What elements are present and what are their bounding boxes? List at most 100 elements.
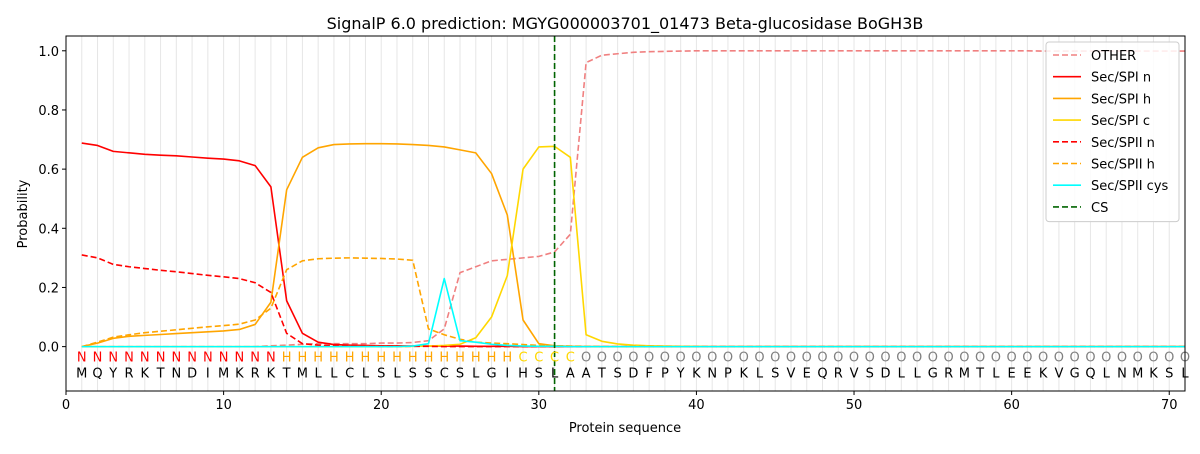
- y-tick-label: 0.0: [38, 341, 59, 356]
- sequence-letter: N: [707, 367, 717, 382]
- legend: OTHER Sec/SPI n Sec/SPI h Sec/SPI c Sec/SPII…: [1045, 41, 1180, 223]
- sequence-letter: H: [518, 367, 528, 382]
- legend-label: OTHER: [1091, 49, 1136, 64]
- sequence-letter: L: [756, 367, 764, 382]
- sequence-layer: NMNQNYNRNKNTNNNDNINMNKNRNKHTHMHLHLHCHLHS…: [76, 350, 1190, 381]
- region-label: O: [707, 350, 717, 365]
- sequence-letter: T: [282, 367, 291, 382]
- x-tick-label: 60: [1003, 398, 1020, 413]
- legend-label: Sec/SPI n: [1091, 71, 1151, 86]
- region-label: O: [943, 350, 953, 365]
- x-tick-label: 40: [688, 398, 705, 413]
- region-label: O: [628, 350, 638, 365]
- region-label: O: [849, 350, 859, 365]
- region-label: O: [1038, 350, 1048, 365]
- sequence-letter: T: [975, 367, 984, 382]
- region-label: N: [93, 350, 103, 365]
- region-label: O: [896, 350, 906, 365]
- legend-box: [1045, 41, 1180, 223]
- sequence-letter: L: [551, 367, 559, 382]
- y-tick-label: 1.0: [38, 45, 59, 60]
- region-label: H: [455, 350, 465, 365]
- chart-title: SignalP 6.0 prediction: MGYG000003701_01…: [327, 14, 924, 34]
- sequence-letter: G: [1070, 367, 1080, 382]
- sequence-letter: E: [803, 367, 811, 382]
- region-label: O: [754, 350, 764, 365]
- sequence-letter: K: [141, 367, 150, 382]
- sequence-letter: L: [898, 367, 906, 382]
- sequence-letter: C: [345, 367, 354, 382]
- sequence-letter: F: [645, 367, 652, 382]
- region-label: O: [1085, 350, 1095, 365]
- region-label: C: [519, 350, 528, 365]
- sequence-letter: L: [393, 367, 401, 382]
- y-tick-label: 0.8: [38, 104, 59, 119]
- region-label: O: [833, 350, 843, 365]
- series-layer: [81, 36, 1185, 391]
- sequence-letter: G: [928, 367, 938, 382]
- region-label: N: [187, 350, 197, 365]
- region-label: N: [124, 350, 134, 365]
- region-label: O: [802, 350, 812, 365]
- region-label: N: [219, 350, 229, 365]
- region-label: H: [376, 350, 386, 365]
- region-label: O: [1148, 350, 1158, 365]
- sequence-letter: R: [125, 367, 134, 382]
- sequence-letter: D: [881, 367, 891, 382]
- region-label: H: [487, 350, 497, 365]
- region-label: O: [1117, 350, 1127, 365]
- region-label: N: [140, 350, 150, 365]
- sequence-letter: R: [251, 367, 260, 382]
- sequence-letter: Q: [1085, 367, 1095, 382]
- region-label: C: [534, 350, 543, 365]
- region-label: N: [266, 350, 276, 365]
- region-label: H: [471, 350, 481, 365]
- sequence-letter: Y: [676, 367, 685, 382]
- region-label: O: [912, 350, 922, 365]
- region-label: H: [392, 350, 402, 365]
- region-label: H: [329, 350, 339, 365]
- series-line-sec-spii-cys: [81, 277, 1185, 348]
- sequence-letter: L: [315, 367, 323, 382]
- sequence-letter: Q: [92, 367, 102, 382]
- region-label: O: [676, 350, 686, 365]
- region-label: O: [1164, 350, 1174, 365]
- region-label: H: [361, 350, 371, 365]
- sequence-letter: T: [597, 367, 606, 382]
- sequence-letter: I: [206, 367, 210, 382]
- legend-label: Sec/SPI c: [1091, 114, 1150, 129]
- sequence-letter: C: [440, 367, 449, 382]
- sequence-letter: L: [330, 367, 338, 382]
- sequence-letter: K: [267, 367, 276, 382]
- x-tick-label: 30: [531, 398, 548, 413]
- region-label: O: [1133, 350, 1143, 365]
- sequence-letter: N: [171, 367, 181, 382]
- y-tick-label: 0.6: [38, 163, 59, 178]
- region-label: H: [502, 350, 512, 365]
- sequence-letter: I: [505, 367, 509, 382]
- sequence-letter: L: [1103, 367, 1111, 382]
- region-label: H: [345, 350, 355, 365]
- region-label: N: [77, 350, 87, 365]
- region-label: O: [880, 350, 890, 365]
- sequence-letter: A: [582, 367, 591, 382]
- legend-label: Sec/SPII cys: [1091, 179, 1169, 194]
- sequence-letter: M: [1132, 367, 1143, 382]
- region-label: H: [298, 350, 308, 365]
- region-label: O: [739, 350, 749, 365]
- sequence-letter: S: [535, 367, 543, 382]
- sequence-letter: M: [297, 367, 308, 382]
- region-label: N: [156, 350, 166, 365]
- sequence-letter: N: [1117, 367, 1127, 382]
- region-label: H: [408, 350, 418, 365]
- sequence-letter: M: [76, 367, 87, 382]
- sequence-letter: L: [992, 367, 1000, 382]
- sequence-letter: K: [739, 367, 748, 382]
- sequence-letter: L: [362, 367, 370, 382]
- sequence-letter: S: [409, 367, 417, 382]
- sequence-letter: V: [850, 367, 859, 382]
- region-label: O: [1070, 350, 1080, 365]
- legend-label: Sec/SPII h: [1091, 158, 1155, 173]
